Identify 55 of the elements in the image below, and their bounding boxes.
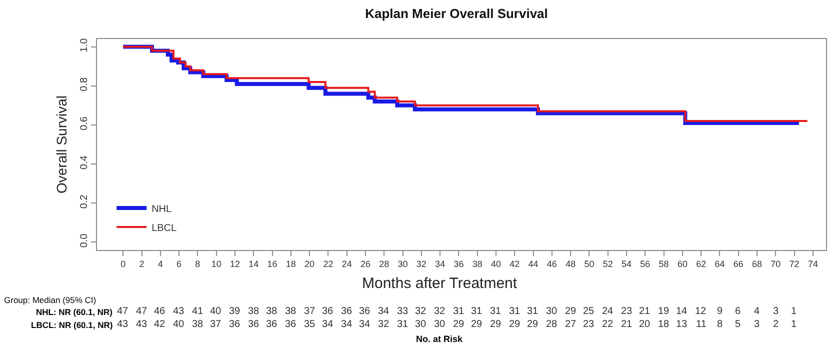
x-tick-label: 16	[267, 258, 278, 269]
text: NHL: NR (60.1, NR)	[36, 307, 113, 317]
x-tick-label: 74	[808, 258, 818, 269]
legend-label: NHL	[152, 204, 172, 215]
y-axis-title: Overall Survival	[54, 95, 70, 194]
x-tick-label: 68	[752, 258, 762, 269]
x-tick-label: 26	[360, 258, 370, 269]
x-tick-label: 46	[546, 258, 557, 269]
x-tick-label: 58	[658, 258, 669, 269]
x-tick-label: 24	[342, 258, 352, 269]
x-tick-label: 62	[696, 258, 706, 269]
y-tick-label: 0.8	[79, 77, 90, 92]
x-tick-label: 66	[733, 258, 744, 269]
y-tick-label: 0.2	[79, 194, 90, 209]
text: 43 43 42 40 38 37 36 36 36 36 35 34 34 34 32 31 30 30 29 29 29 29 29 28 27 23 22 21 20 18 13 11 8 5 3 2 1	[117, 319, 797, 330]
x-tick-label: 14	[248, 258, 259, 269]
x-tick-label: 30	[398, 258, 408, 269]
y-tick-label: 0.6	[79, 116, 90, 130]
chart-title: Kaplan Meier Overall Survival	[365, 6, 548, 21]
x-tick-label: 48	[566, 258, 576, 269]
x-tick-label: 28	[379, 258, 390, 269]
x-tick-label: 56	[640, 258, 650, 269]
x-tick-label: 12	[230, 258, 240, 269]
y-tick-label: 0.4	[79, 155, 90, 170]
x-axis-title: Months after Treatment	[362, 275, 518, 292]
x-tick-label: 34	[435, 258, 446, 269]
x-tick-label: 64	[714, 258, 725, 269]
x-tick-label: 8	[195, 258, 200, 269]
x-tick-label: 54	[621, 258, 632, 269]
y-tick-label: 0.0	[79, 233, 90, 248]
legend-label: LBCL	[152, 222, 178, 234]
x-tick-label: 70	[770, 258, 781, 269]
text: LBCL: NR (60.1, NR)	[31, 320, 113, 330]
x-tick-label: 42	[510, 258, 520, 269]
x-tick-label: 52	[602, 258, 613, 269]
x-tick-label: 4	[158, 258, 163, 269]
y-tick-label: 1.0	[79, 38, 90, 52]
x-tick-label: 36	[454, 258, 464, 269]
x-tick-label: 40	[490, 258, 501, 269]
x-tick-label: 6	[176, 258, 182, 269]
x-tick-label: 50	[584, 258, 594, 269]
x-tick-label: 72	[789, 258, 800, 269]
text: 47 47 46 43 41 40 39 38 38 38 37 36 36 36 34 33 32 32 31 31 31 31 31 30 29 25 24 23 21 19 14 12 9 6 4 3 1	[117, 306, 797, 317]
x-tick-label: 32	[416, 258, 426, 269]
x-tick-label: 10	[211, 258, 222, 269]
text: Group: Median (95% CI)	[4, 295, 96, 305]
x-tick-label: 60	[677, 258, 688, 269]
x-tick-label: 0	[120, 258, 126, 269]
x-tick-label: 38	[472, 258, 482, 269]
x-tick-label: 44	[528, 258, 538, 269]
text: No. at Risk	[416, 334, 464, 344]
x-tick-label: 18	[286, 258, 296, 269]
x-tick-label: 2	[139, 258, 144, 269]
x-tick-label: 20	[304, 258, 315, 269]
x-tick-label: 22	[323, 258, 334, 269]
